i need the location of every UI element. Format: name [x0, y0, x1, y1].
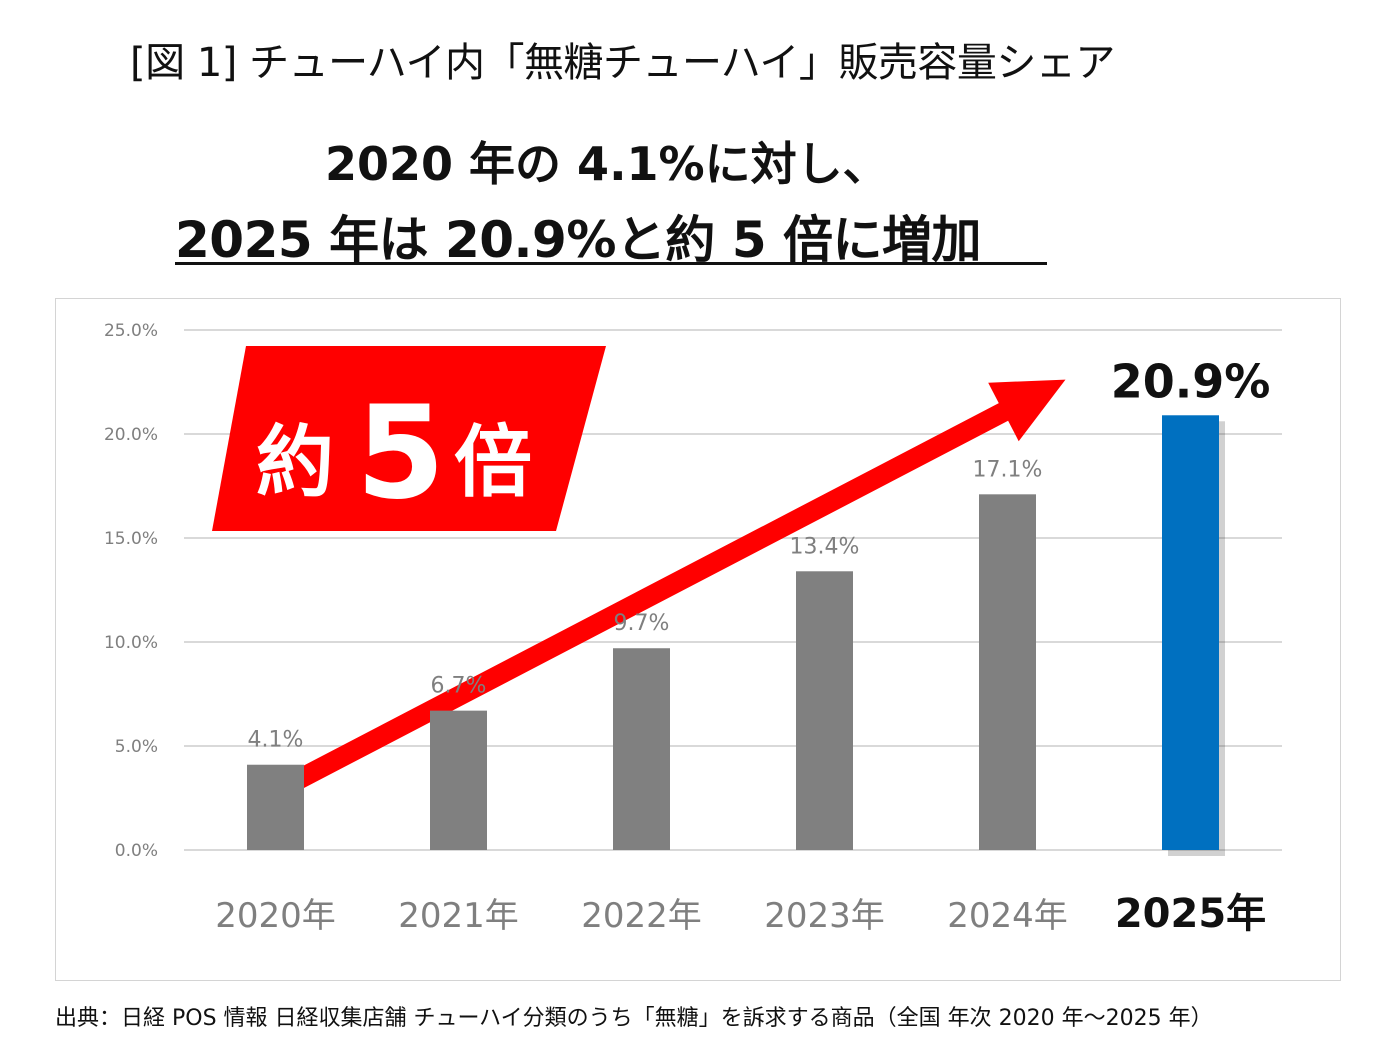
data-label: 4.1%: [248, 728, 304, 753]
y-tick-label: 10.0%: [104, 633, 158, 653]
growth-arrow: [268, 379, 1066, 802]
headline-underline: [175, 262, 1047, 265]
headline-line-1: 2020 年の 4.1%に対し、: [325, 137, 889, 191]
data-label: 9.7%: [614, 611, 670, 636]
figure-title: [図 1] チューハイ内「無糖チューハイ」販売容量シェア: [130, 40, 1115, 86]
y-tick-label: 15.0%: [104, 529, 158, 549]
category-label: 2023年: [764, 896, 885, 936]
bar: [430, 710, 487, 850]
callout-box: [212, 346, 606, 531]
source-note: 出典：日経 POS 情報 日経収集店舗 チューハイ分類のうち「無糖」を訴求する商…: [55, 1006, 1213, 1031]
category-label: 2021年: [398, 896, 519, 936]
data-label: 20.9%: [1111, 354, 1271, 408]
y-tick-label: 25.0%: [104, 321, 158, 341]
bar: [613, 648, 670, 850]
bar: [247, 764, 304, 850]
y-tick-label: 0.0%: [115, 841, 158, 861]
y-tick-label: 5.0%: [115, 737, 158, 757]
headline-line-2: 2025 年は 20.9%と約 5 倍に増加: [175, 211, 982, 269]
category-label: 2022年: [581, 896, 702, 936]
callout-number: 5: [356, 379, 445, 528]
bar: [979, 494, 1036, 850]
callout-pre: 約: [256, 418, 334, 508]
y-tick-label: 20.0%: [104, 425, 158, 445]
category-label: 2024年: [947, 896, 1068, 936]
data-label: 17.1%: [973, 457, 1043, 482]
category-label: 2025年: [1115, 891, 1266, 937]
callout-post: 倍: [454, 418, 532, 508]
category-label: 2020年: [215, 896, 336, 936]
data-label: 13.4%: [790, 534, 860, 559]
data-label: 6.7%: [431, 674, 487, 699]
bar: [1162, 415, 1219, 850]
bar: [796, 571, 853, 850]
